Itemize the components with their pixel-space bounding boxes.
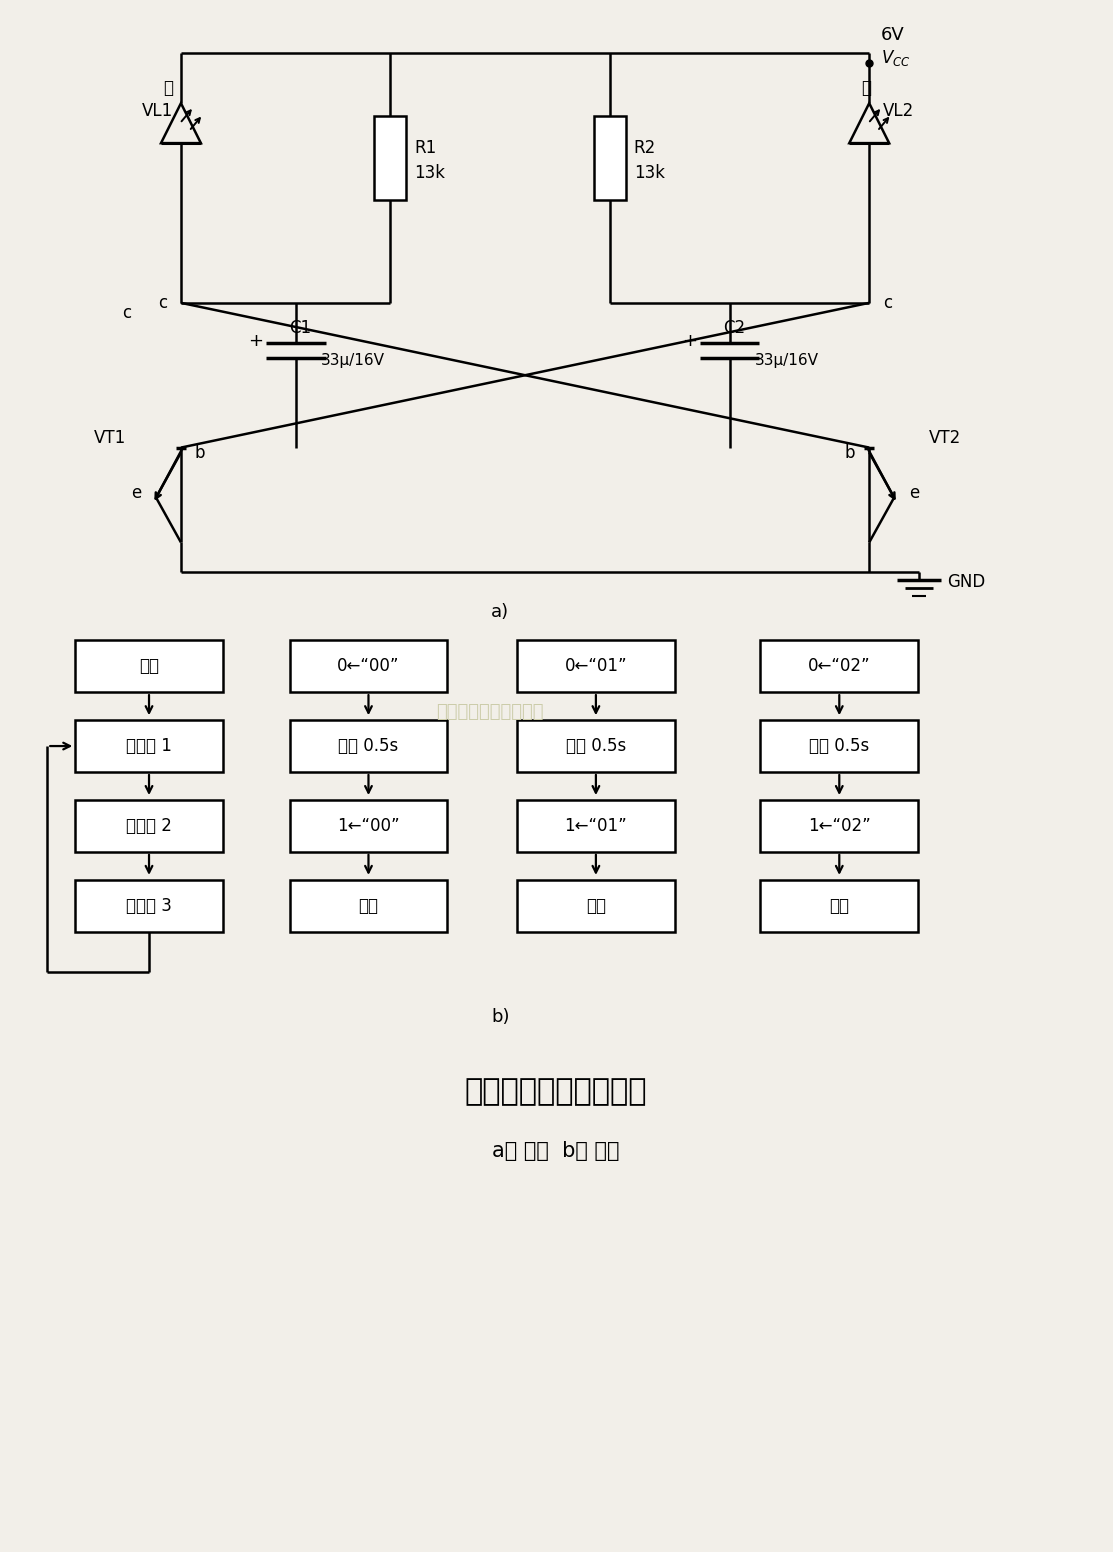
Text: a） 电路  b） 流程: a） 电路 b） 流程: [492, 1141, 620, 1161]
Bar: [518, 641, 674, 692]
Text: c: c: [122, 304, 131, 321]
Text: 子程序 2: 子程序 2: [126, 816, 171, 835]
Bar: [289, 641, 447, 692]
Text: b): b): [491, 1007, 510, 1026]
Text: 红: 红: [861, 79, 871, 98]
Text: c: c: [158, 293, 167, 312]
Text: 6V: 6V: [881, 26, 905, 45]
Text: VT1: VT1: [93, 428, 126, 447]
Text: 杭州将虎技术有限公司: 杭州将虎技术有限公司: [436, 703, 544, 722]
Bar: [289, 799, 447, 852]
Bar: [76, 799, 223, 852]
Bar: [594, 116, 626, 200]
Bar: [760, 720, 918, 771]
Text: 1←“02”: 1←“02”: [808, 816, 870, 835]
Bar: [760, 641, 918, 692]
Bar: [76, 880, 223, 931]
Bar: [518, 799, 674, 852]
Text: VL1: VL1: [141, 102, 173, 120]
Text: 13k: 13k: [633, 165, 664, 182]
Text: GND: GND: [947, 573, 985, 591]
Text: 13k: 13k: [414, 165, 445, 182]
Text: 33μ/16V: 33μ/16V: [755, 354, 818, 368]
Text: e: e: [131, 484, 141, 501]
Text: 1←“00”: 1←“00”: [337, 816, 400, 835]
Bar: [76, 720, 223, 771]
Text: 1←“01”: 1←“01”: [564, 816, 628, 835]
Bar: [374, 116, 406, 200]
Text: 单片机控制闪光灯电路: 单片机控制闪光灯电路: [465, 1077, 648, 1107]
Text: 延时 0.5s: 延时 0.5s: [565, 737, 626, 756]
Text: 0←“00”: 0←“00”: [337, 656, 400, 675]
Text: b: b: [195, 444, 206, 461]
Bar: [760, 880, 918, 931]
Text: C1: C1: [289, 318, 312, 337]
Text: e: e: [909, 484, 919, 501]
Text: a): a): [491, 604, 510, 621]
Text: 开始: 开始: [139, 656, 159, 675]
Text: 33μ/16V: 33μ/16V: [321, 354, 385, 368]
Bar: [760, 799, 918, 852]
Text: 返回: 返回: [358, 897, 378, 914]
Text: 返回: 返回: [585, 897, 605, 914]
Text: 延时 0.5s: 延时 0.5s: [338, 737, 398, 756]
Text: 子程序 1: 子程序 1: [126, 737, 171, 756]
Bar: [518, 880, 674, 931]
Text: c: c: [884, 293, 893, 312]
Bar: [518, 720, 674, 771]
Text: 返回: 返回: [829, 897, 849, 914]
Text: 0←“02”: 0←“02”: [808, 656, 870, 675]
Text: 延时 0.5s: 延时 0.5s: [809, 737, 869, 756]
Text: 0←“01”: 0←“01”: [564, 656, 628, 675]
Text: R1: R1: [414, 140, 436, 157]
Text: +: +: [682, 332, 697, 349]
Text: R2: R2: [633, 140, 656, 157]
Text: b: b: [845, 444, 855, 461]
Text: $V_{CC}$: $V_{CC}$: [881, 48, 910, 68]
Text: VT2: VT2: [929, 428, 962, 447]
Text: 红: 红: [162, 79, 173, 98]
Bar: [76, 641, 223, 692]
Bar: [289, 720, 447, 771]
Text: 子程序 3: 子程序 3: [126, 897, 171, 914]
Text: C2: C2: [723, 318, 746, 337]
Bar: [289, 880, 447, 931]
Text: VL2: VL2: [884, 102, 915, 120]
Text: +: +: [248, 332, 264, 349]
